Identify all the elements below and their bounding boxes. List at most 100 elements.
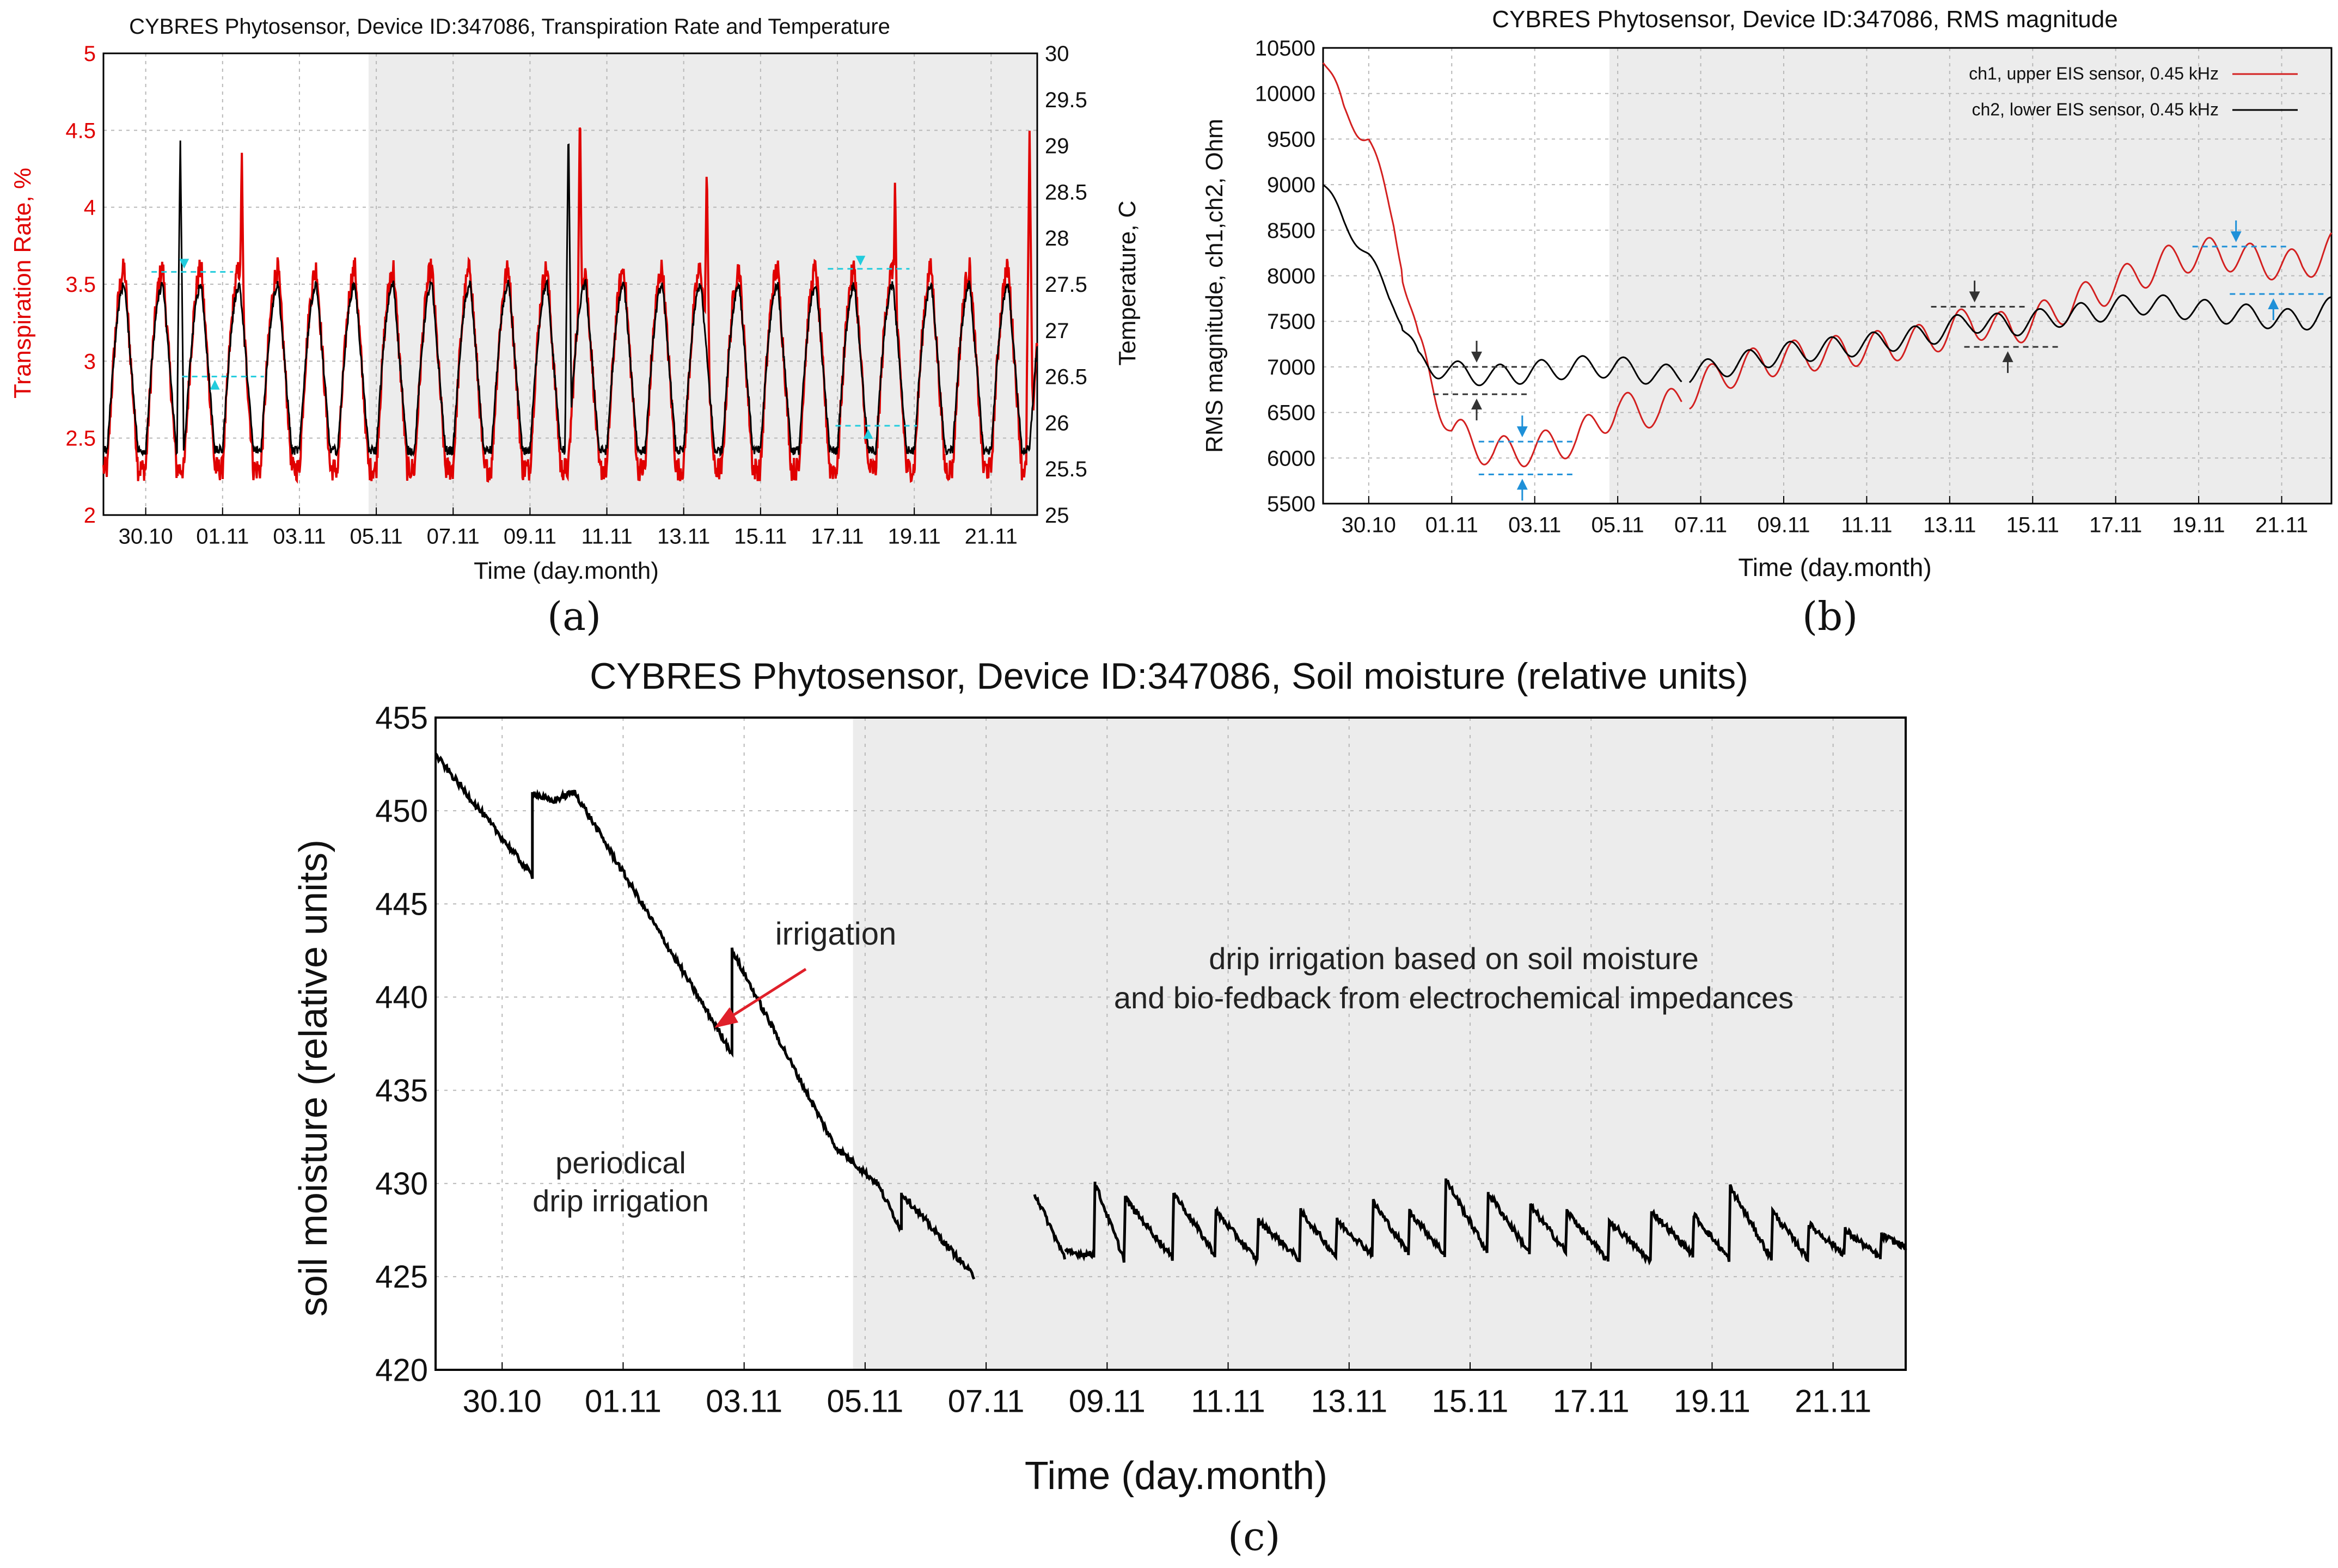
y-tick-label: 25.5 bbox=[1045, 457, 1087, 481]
chart-a: 30.10 01.11 03.11 05.11 07.11 09.11 11.11 13.11… bbox=[9, 15, 1141, 584]
x-tick-label: 01.11 bbox=[196, 525, 249, 549]
panel-label-c: (c) bbox=[1228, 1514, 1281, 1559]
x-tick-labels-c: 30.10 01.11 03.11 05.11 07.11 09.11 11.11 13.11… bbox=[463, 1384, 1871, 1419]
y-tick-label: 5500 bbox=[1267, 492, 1315, 516]
x-tick-label: 15.11 bbox=[734, 525, 787, 549]
x-tick-label: 05.11 bbox=[350, 525, 403, 549]
y-tick-label: 9500 bbox=[1267, 127, 1315, 151]
x-tick-label: 19.11 bbox=[2172, 513, 2225, 537]
annotation-arrow-line bbox=[726, 967, 807, 1021]
y-axis-label-c: soil moisture (relative units) bbox=[292, 840, 335, 1316]
y-tick-label: 27 bbox=[1045, 319, 1069, 343]
annotation-irrigation: irrigation bbox=[775, 916, 896, 952]
arrow-down-marker bbox=[179, 259, 189, 269]
chart-c: 30.10 01.11 03.11 05.11 07.11 09.11 11.11 13.11… bbox=[292, 656, 1907, 1498]
x-tick-label: 03.11 bbox=[273, 525, 326, 549]
y-tick-label: 4.5 bbox=[65, 119, 96, 143]
series-line-ch1 bbox=[1322, 62, 2333, 468]
y-tick-label: 4 bbox=[84, 196, 96, 220]
plot-frame-b bbox=[1322, 47, 2333, 505]
arrow-up-marker bbox=[2268, 298, 2279, 309]
x-tick-label: 05.11 bbox=[827, 1384, 903, 1419]
x-tick-label: 15.11 bbox=[2006, 513, 2059, 537]
x-tick-label: 07.11 bbox=[1674, 513, 1727, 537]
x-tick-label: 03.11 bbox=[706, 1384, 782, 1419]
x-tick-label: 21.11 bbox=[1795, 1384, 1871, 1419]
series-line-ch2 bbox=[1323, 184, 2332, 387]
y-tick-label: 435 bbox=[375, 1073, 428, 1108]
chart-title-c: CYBRES Phytosensor, Device ID:347086, So… bbox=[590, 656, 1748, 697]
y-tick-label: 445 bbox=[375, 887, 428, 922]
y-tick-label: 2.5 bbox=[65, 427, 96, 451]
y2-tick-labels-a: 25 25.5 26 26.5 27 27.5 28 28.5 29 29.5 30 bbox=[1045, 42, 1087, 528]
series-line-moisture-sawtooth bbox=[1064, 1178, 1907, 1267]
x-tick-label: 05.11 bbox=[1592, 513, 1644, 537]
y-tick-label: 25 bbox=[1045, 504, 1069, 528]
y-tick-label: 10000 bbox=[1255, 82, 1315, 106]
y-tick-label: 3.5 bbox=[65, 273, 96, 297]
series-line-moisture-segment bbox=[434, 752, 976, 1280]
y-tick-label: 3 bbox=[84, 350, 96, 373]
x-tick-label: 07.11 bbox=[427, 525, 480, 549]
annotation-periodical-2: drip irrigation bbox=[533, 1184, 709, 1218]
x-tick-label: 19.11 bbox=[888, 525, 941, 549]
x-tick-label: 30.10 bbox=[463, 1384, 542, 1419]
x-tick-labels-a: 30.10 01.11 03.11 05.11 07.11 09.11 11.11 13.11… bbox=[119, 525, 1018, 549]
arrow-down-marker bbox=[1471, 351, 1482, 363]
x-tick-label: 13.11 bbox=[657, 525, 710, 549]
chart-title-a: CYBRES Phytosensor, Device ID:347086, Tr… bbox=[129, 15, 890, 39]
y-tick-label: 440 bbox=[375, 980, 428, 1015]
annotation-drip-2: and bio-fedback from electrochemical imp… bbox=[1114, 981, 1794, 1015]
y-tick-label: 430 bbox=[375, 1166, 428, 1202]
arrow-up-marker bbox=[2002, 351, 2013, 363]
series-line-temperature bbox=[102, 140, 1038, 457]
y-tick-label: 26.5 bbox=[1045, 365, 1087, 389]
y2-axis-label-a: Temperature, C bbox=[1114, 200, 1141, 365]
x-axis-label-c: Time (day.month) bbox=[1025, 1454, 1327, 1498]
x-tick-label: 01.11 bbox=[585, 1384, 662, 1419]
x-tick-labels-b: 30.10 01.11 03.11 05.11 07.11 09.11 11.11 13.11… bbox=[1342, 513, 2308, 537]
arrow-down-marker bbox=[2230, 231, 2242, 242]
y-tick-label: 7500 bbox=[1267, 310, 1315, 334]
x-tick-label: 21.11 bbox=[2255, 513, 2308, 537]
annotation-arrow-head bbox=[714, 1007, 738, 1028]
x-tick-label: 07.11 bbox=[948, 1384, 1025, 1419]
y-tick-label: 5 bbox=[84, 42, 96, 66]
y-tick-label: 455 bbox=[375, 700, 428, 736]
y-tick-labels-b: 5500 6000 6500 7000 7500 8000 8500 9000 9500 1000… bbox=[1255, 36, 1315, 516]
legend-label-ch2: ch2, lower EIS sensor, 0.45 kHz bbox=[1972, 100, 2219, 119]
series-group-b bbox=[1322, 62, 2333, 468]
plot-frame-c bbox=[434, 716, 1907, 1371]
x-tick-label: 11.11 bbox=[1841, 513, 1892, 537]
y-tick-label: 7000 bbox=[1267, 356, 1315, 379]
x-tick-label: 17.11 bbox=[2089, 513, 2142, 537]
chart-title-b: CYBRES Phytosensor, Device ID:347086, RM… bbox=[1492, 6, 2117, 33]
y-tick-label: 28 bbox=[1045, 226, 1069, 250]
y-tick-label: 2 bbox=[84, 504, 96, 528]
y-tick-label: 420 bbox=[375, 1352, 428, 1388]
panel-label-a: (a) bbox=[547, 593, 602, 639]
y-tick-label: 29 bbox=[1045, 134, 1069, 158]
shaded-region-c bbox=[853, 718, 1906, 1370]
markers-a bbox=[151, 255, 917, 439]
y-tick-label: 450 bbox=[375, 793, 428, 829]
x-tick-label: 13.11 bbox=[1923, 513, 1976, 537]
x-tick-label: 11.11 bbox=[581, 525, 632, 549]
x-axis-label-a: Time (day.month) bbox=[474, 558, 659, 584]
arrow-up-marker bbox=[210, 379, 220, 390]
y-tick-label: 8000 bbox=[1267, 265, 1315, 289]
x-tick-label: 30.10 bbox=[119, 525, 173, 549]
panel-label-b: (b) bbox=[1802, 593, 1858, 639]
legend-b: ch1, upper EIS sensor, 0.45 kHz ch2, low… bbox=[1969, 64, 2298, 119]
x-tick-label: 13.11 bbox=[1311, 1384, 1387, 1419]
y-tick-labels-c: 420 425 430 435 440 445 450 455 bbox=[375, 700, 428, 1388]
x-tick-label: 09.11 bbox=[1757, 513, 1810, 537]
y-tick-label: 9000 bbox=[1267, 173, 1315, 197]
plot-frame-a bbox=[102, 52, 1038, 516]
y-tick-label: 8500 bbox=[1267, 219, 1315, 243]
x-tick-label: 09.11 bbox=[504, 525, 556, 549]
arrow-down-marker bbox=[1516, 426, 1528, 438]
series-group-a bbox=[102, 127, 1038, 484]
y-tick-label: 29.5 bbox=[1045, 88, 1087, 112]
